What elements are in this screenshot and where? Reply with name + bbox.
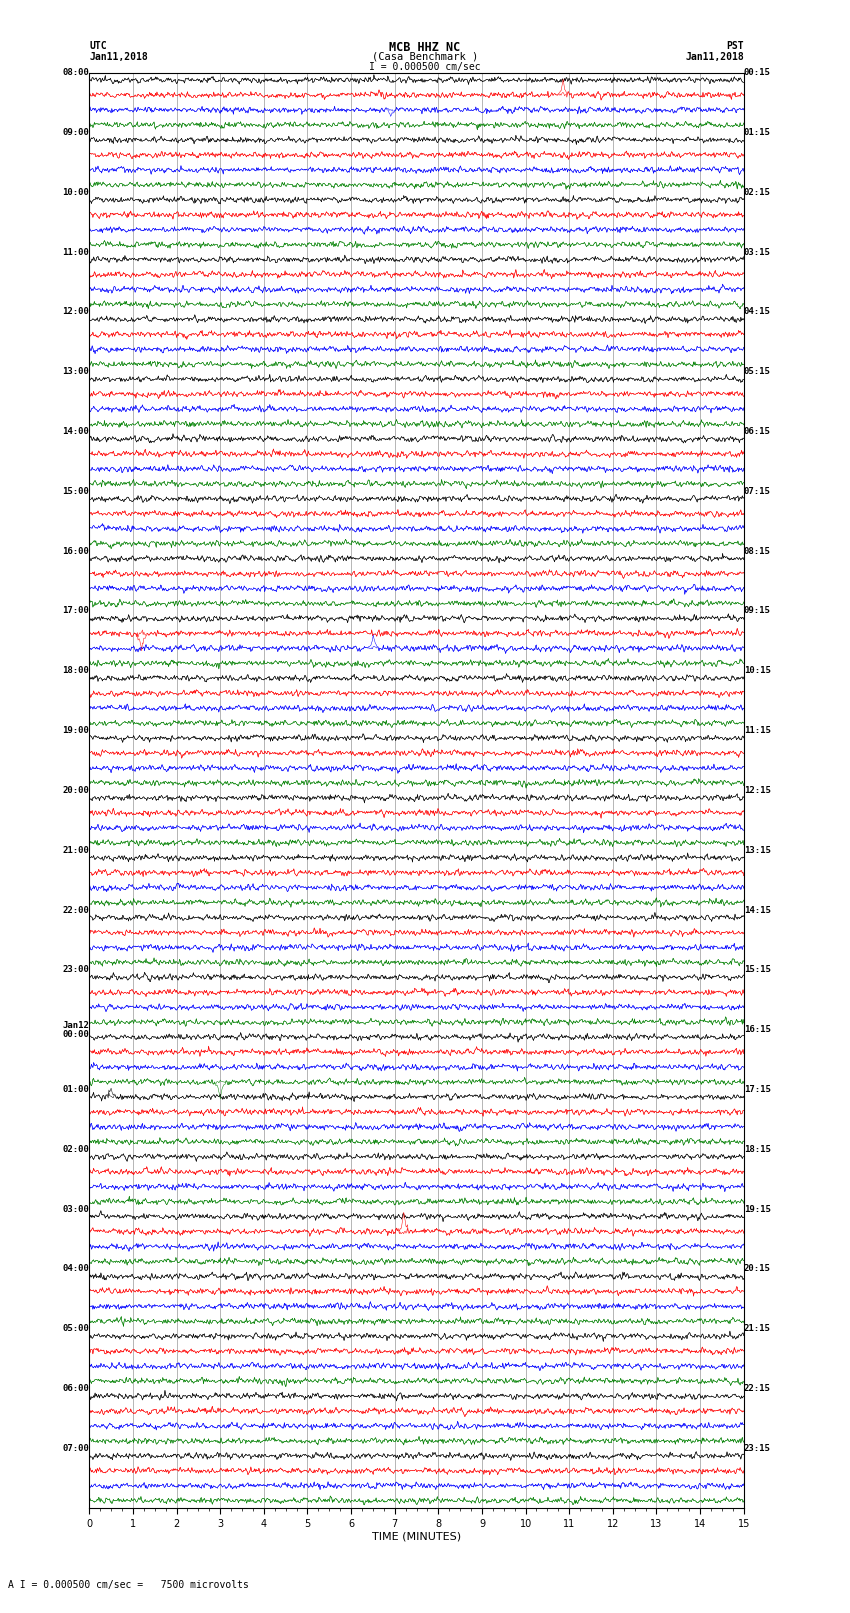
Text: 21:00: 21:00 xyxy=(62,845,89,855)
Text: 14:00: 14:00 xyxy=(62,427,89,436)
Text: 17:15: 17:15 xyxy=(744,1086,771,1094)
Text: MCB HHZ NC: MCB HHZ NC xyxy=(389,40,461,55)
Text: PST: PST xyxy=(726,40,744,52)
Text: 06:00: 06:00 xyxy=(62,1384,89,1394)
Text: 18:00: 18:00 xyxy=(62,666,89,676)
Text: 22:15: 22:15 xyxy=(744,1384,771,1394)
Text: 08:15: 08:15 xyxy=(744,547,771,555)
Text: 01:15: 01:15 xyxy=(744,127,771,137)
Text: UTC: UTC xyxy=(89,40,107,52)
Text: 16:00: 16:00 xyxy=(62,547,89,555)
Text: 10:15: 10:15 xyxy=(744,666,771,676)
Text: 13:00: 13:00 xyxy=(62,368,89,376)
Text: 18:15: 18:15 xyxy=(744,1145,771,1153)
Text: 08:00: 08:00 xyxy=(62,68,89,77)
Text: 02:15: 02:15 xyxy=(744,187,771,197)
Text: 11:15: 11:15 xyxy=(744,726,771,736)
Text: 15:00: 15:00 xyxy=(62,487,89,495)
Text: 01:00: 01:00 xyxy=(62,1086,89,1094)
Text: Jan12: Jan12 xyxy=(62,1021,89,1029)
Text: 03:15: 03:15 xyxy=(744,247,771,256)
Text: 10:00: 10:00 xyxy=(62,187,89,197)
Text: 12:00: 12:00 xyxy=(62,308,89,316)
Text: 02:00: 02:00 xyxy=(62,1145,89,1153)
Text: 04:15: 04:15 xyxy=(744,308,771,316)
Text: 12:15: 12:15 xyxy=(744,786,771,795)
Text: 17:00: 17:00 xyxy=(62,606,89,616)
X-axis label: TIME (MINUTES): TIME (MINUTES) xyxy=(372,1531,461,1542)
Text: 22:00: 22:00 xyxy=(62,905,89,915)
Text: A I = 0.000500 cm/sec =   7500 microvolts: A I = 0.000500 cm/sec = 7500 microvolts xyxy=(8,1581,249,1590)
Text: 13:15: 13:15 xyxy=(744,845,771,855)
Text: 00:15: 00:15 xyxy=(744,68,771,77)
Text: 00:00: 00:00 xyxy=(62,1029,89,1039)
Text: Jan11,2018: Jan11,2018 xyxy=(89,52,148,61)
Text: 03:00: 03:00 xyxy=(62,1205,89,1213)
Text: 23:00: 23:00 xyxy=(62,965,89,974)
Text: 23:15: 23:15 xyxy=(744,1444,771,1453)
Text: 09:15: 09:15 xyxy=(744,606,771,616)
Text: 06:15: 06:15 xyxy=(744,427,771,436)
Text: 11:00: 11:00 xyxy=(62,247,89,256)
Text: 07:15: 07:15 xyxy=(744,487,771,495)
Text: 19:00: 19:00 xyxy=(62,726,89,736)
Text: Jan11,2018: Jan11,2018 xyxy=(685,52,744,61)
Text: I = 0.000500 cm/sec: I = 0.000500 cm/sec xyxy=(369,63,481,73)
Text: 16:15: 16:15 xyxy=(744,1026,771,1034)
Text: 14:15: 14:15 xyxy=(744,905,771,915)
Text: 19:15: 19:15 xyxy=(744,1205,771,1213)
Text: 05:15: 05:15 xyxy=(744,368,771,376)
Text: 15:15: 15:15 xyxy=(744,965,771,974)
Text: 09:00: 09:00 xyxy=(62,127,89,137)
Text: 05:00: 05:00 xyxy=(62,1324,89,1334)
Text: 20:15: 20:15 xyxy=(744,1265,771,1273)
Text: 07:00: 07:00 xyxy=(62,1444,89,1453)
Text: 21:15: 21:15 xyxy=(744,1324,771,1334)
Text: 20:00: 20:00 xyxy=(62,786,89,795)
Text: 04:00: 04:00 xyxy=(62,1265,89,1273)
Text: (Casa Benchmark ): (Casa Benchmark ) xyxy=(371,52,478,61)
